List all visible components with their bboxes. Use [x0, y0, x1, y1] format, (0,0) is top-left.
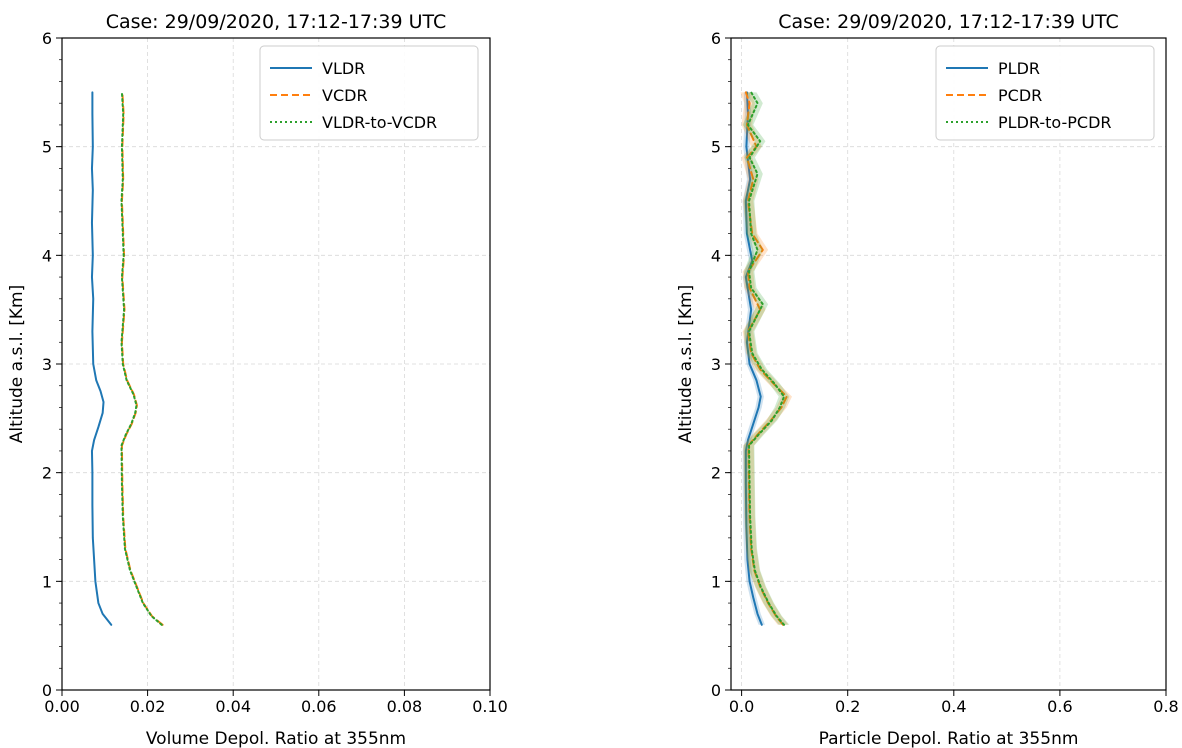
chart-title: Case: 29/09/2020, 17:12-17:39 UTC: [106, 11, 447, 33]
x-tick-label: 0.4: [941, 697, 966, 716]
uncertainty-band: [742, 92, 765, 625]
y-axis-label: Altitude a.s.l. [Km]: [676, 285, 696, 443]
x-tick-label: 0.02: [130, 697, 166, 716]
series-line-pldr-to-pcdr: [746, 91, 786, 626]
y-tick-label: 5: [42, 138, 52, 157]
legend-box: [935, 45, 1155, 141]
x-tick-label: 0.6: [1047, 697, 1072, 716]
legend-entry-label: VLDR: [322, 59, 365, 78]
series-group: [90, 91, 164, 626]
x-tick-label: 0.0: [729, 697, 754, 716]
legend-entry-label: VCDR: [322, 86, 368, 105]
y-axis-label: Altitude a.s.l. [Km]: [7, 285, 27, 443]
y-tick-label: 0: [711, 681, 721, 700]
legend: VLDR VCDR VLDR-to-VCDR: [259, 45, 479, 141]
y-tick-label: 1: [711, 572, 721, 591]
chart-title: Case: 29/09/2020, 17:12-17:39 UTC: [778, 11, 1119, 33]
uncertainty-band: [742, 92, 790, 625]
legend-box: [259, 45, 479, 141]
y-tick-label: 2: [711, 464, 721, 483]
axis-ticks: 0.00 0.02 0.04 0.06 0.08 0.10 0 1 2 3 4 5 6: [42, 29, 508, 716]
x-tick-label: 0.10: [472, 697, 508, 716]
series-group: [740, 91, 793, 626]
chart-volume-depol: 0.00 0.02 0.04 0.06 0.08 0.10 0 1 2 3 4 5 6 Case: 29…: [7, 11, 508, 748]
x-axis-label: Volume Depol. Ratio at 355nm: [146, 729, 406, 748]
y-tick-label: 0: [42, 681, 52, 700]
x-axis-label: Particle Depol. Ratio at 355nm: [819, 729, 1079, 748]
series-line-pldr: [744, 91, 763, 626]
x-tick-label: 0.04: [215, 697, 251, 716]
y-tick-label: 3: [711, 355, 721, 374]
legend-entry-label: PLDR: [998, 59, 1040, 78]
x-tick-label: 0.08: [387, 697, 423, 716]
y-tick-label: 1: [42, 572, 52, 591]
legend: PLDR PCDR PLDR-to-PCDR: [935, 45, 1155, 141]
y-tick-label: 5: [711, 138, 721, 157]
y-tick-label: 4: [42, 246, 52, 265]
y-tick-label: 4: [711, 246, 721, 265]
uncertainty-band: [740, 92, 793, 625]
x-tick-label: 0.06: [301, 697, 337, 716]
legend-entry-label: PLDR-to-PCDR: [998, 113, 1112, 132]
chart-particle-depol: 0.0 0.2 0.4 0.6 0.8 0 1 2 3 4 5 6 Case: 29/09/2020,…: [676, 11, 1179, 748]
y-tick-label: 6: [42, 29, 52, 48]
legend-entry-label: PCDR: [998, 86, 1042, 105]
y-tick-label: 2: [42, 464, 52, 483]
y-tick-label: 3: [42, 355, 52, 374]
axis-ticks: 0.0 0.2 0.4 0.6 0.8 0 1 2 3 4 5 6: [711, 29, 1179, 716]
x-tick-label: 0.2: [835, 697, 860, 716]
legend-entry-label: VLDR-to-VCDR: [322, 113, 437, 132]
series-line-vldr: [90, 91, 113, 626]
x-tick-label: 0.00: [44, 697, 80, 716]
series-line-vldr-to-vcdr: [120, 91, 163, 626]
x-tick-label: 0.8: [1153, 697, 1178, 716]
y-tick-label: 6: [711, 29, 721, 48]
